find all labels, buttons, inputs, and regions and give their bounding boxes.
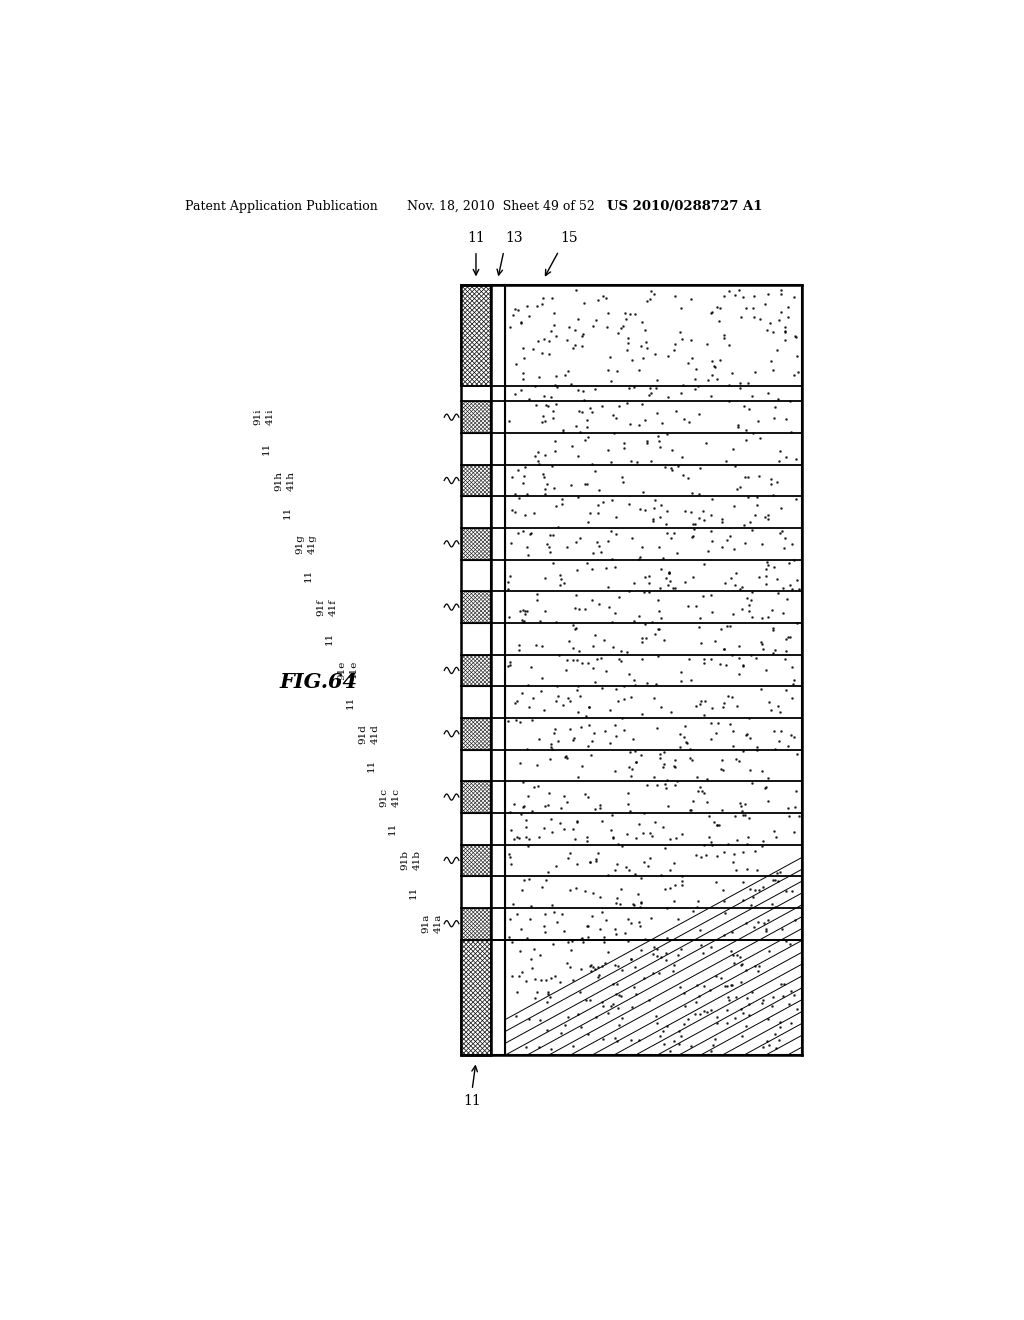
Text: 11: 11 <box>463 1094 481 1107</box>
Text: 41f: 41f <box>329 599 338 615</box>
Bar <box>461 465 490 496</box>
Text: 91i: 91i <box>254 409 263 425</box>
Text: US 2010/0288727 A1: US 2010/0288727 A1 <box>607 199 763 213</box>
Text: 41b: 41b <box>413 850 422 870</box>
Bar <box>490 285 505 1056</box>
Bar <box>461 496 490 528</box>
Text: 11: 11 <box>304 569 313 582</box>
Text: Nov. 18, 2010  Sheet 49 of 52: Nov. 18, 2010 Sheet 49 of 52 <box>407 199 595 213</box>
Text: 41i: 41i <box>266 409 275 425</box>
Bar <box>461 924 490 940</box>
Bar <box>461 781 490 813</box>
Text: 91g: 91g <box>296 533 304 554</box>
Text: 13: 13 <box>506 231 523 246</box>
Bar <box>461 285 490 385</box>
Bar <box>461 560 490 591</box>
Text: 11: 11 <box>346 696 355 709</box>
Bar <box>461 433 490 465</box>
Text: 91h: 91h <box>274 470 284 491</box>
Text: 41a: 41a <box>433 913 442 933</box>
Bar <box>461 591 490 623</box>
Text: 41c: 41c <box>391 788 400 807</box>
Text: 11: 11 <box>367 759 376 772</box>
Text: 41d: 41d <box>371 723 380 743</box>
Bar <box>505 285 802 1056</box>
Bar <box>461 686 490 718</box>
Text: 91f: 91f <box>316 599 326 615</box>
Text: 91b: 91b <box>400 850 410 870</box>
Bar <box>461 718 490 750</box>
Text: 11: 11 <box>388 822 396 836</box>
Bar <box>461 876 490 908</box>
Text: 91d: 91d <box>358 723 368 743</box>
Text: FIG.64: FIG.64 <box>280 672 357 692</box>
Text: 41e: 41e <box>350 661 358 680</box>
Text: 41g: 41g <box>308 533 317 554</box>
Bar <box>505 285 802 1056</box>
Text: 11: 11 <box>467 231 484 246</box>
Bar <box>461 940 490 1056</box>
Bar <box>461 401 490 433</box>
Text: Patent Application Publication: Patent Application Publication <box>184 199 377 213</box>
Bar <box>461 623 490 655</box>
Text: 41h: 41h <box>287 470 296 491</box>
Bar <box>461 845 490 876</box>
Bar <box>461 813 490 845</box>
Bar <box>461 908 490 940</box>
Text: 11: 11 <box>409 886 418 899</box>
Bar <box>461 655 490 686</box>
Bar <box>461 528 490 560</box>
Text: 11: 11 <box>284 506 292 519</box>
Text: 91e: 91e <box>337 661 346 680</box>
Bar <box>461 750 490 781</box>
Text: 15: 15 <box>560 231 579 246</box>
Bar <box>461 285 490 385</box>
Text: 11: 11 <box>262 442 271 455</box>
Text: 91a: 91a <box>421 913 430 933</box>
Text: 11: 11 <box>325 632 334 645</box>
Bar <box>461 385 490 401</box>
Bar <box>461 285 490 1056</box>
Bar <box>461 940 490 1056</box>
Text: 91c: 91c <box>379 788 388 807</box>
